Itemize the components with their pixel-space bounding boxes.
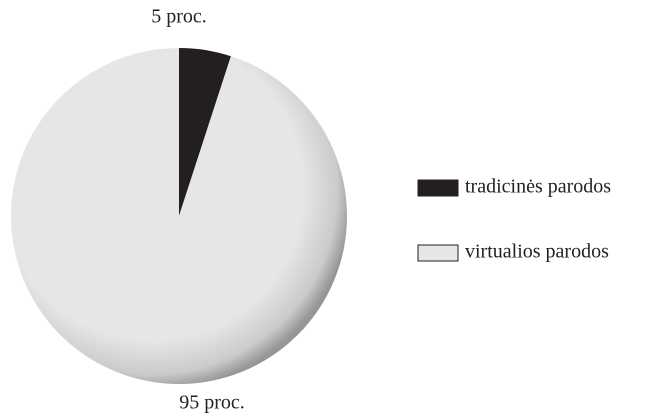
pie [11,48,348,385]
legend-label: virtualios parodos [465,241,609,263]
legend-swatch [417,179,459,197]
legend-label: tradicinės parodos [465,176,611,198]
data-label: 95 proc. [179,392,245,414]
legend-swatch [417,244,459,262]
data-label: 5 proc. [151,6,207,28]
